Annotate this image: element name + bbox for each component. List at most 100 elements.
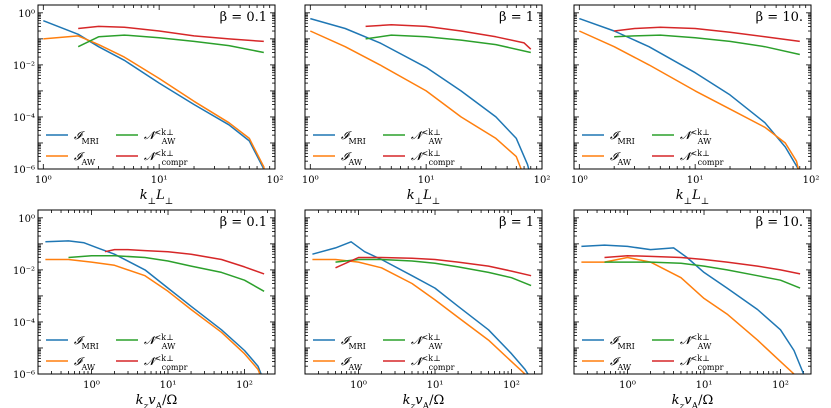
panel-title: β = 1 xyxy=(499,10,534,25)
series-line xyxy=(335,256,532,277)
series-line xyxy=(78,25,264,43)
chart-panel-bottom-middle: 10⁰ 10¹ 10² β = 1 kzvA/Ω 𝓘MRI 𝓘AW 𝓝<k⊥ AW 𝓝<k⊥ com… xyxy=(304,209,543,408)
axes-frame xyxy=(37,209,276,375)
x-tick-label: 10¹ xyxy=(696,380,713,391)
legend-entry: 𝓘MRI xyxy=(74,334,99,351)
legend-entry: 𝓝<k⊥ AW xyxy=(144,128,176,146)
legend-entry: 𝓝<k⊥ AW xyxy=(411,128,443,146)
legend-entry: 𝓘MRI xyxy=(341,334,366,351)
legend-entry: 𝓝<k⊥ compr xyxy=(144,354,188,372)
x-tick-label: 10⁰ xyxy=(83,380,100,391)
legend-entry: 𝓘AW xyxy=(74,150,96,167)
legend-entry: 𝓝<k⊥ AW xyxy=(680,128,712,146)
series-line xyxy=(312,241,529,374)
series-line xyxy=(614,34,800,56)
series-line xyxy=(614,26,800,43)
x-tick-label: 10¹ xyxy=(418,175,435,186)
series-line xyxy=(77,34,264,54)
x-tick-label: 10² xyxy=(267,175,284,186)
chart-panel-top-right: 10⁰ 10¹ 10² β = 10. k⊥L⊥ 𝓘MRI 𝓘AW 𝓝<k⊥ AW 𝓝<k⊥ com… xyxy=(571,4,820,207)
x-tick-label: 10² xyxy=(803,175,820,186)
legend: 𝓘MRI 𝓘AW 𝓝<k⊥ AW 𝓝<k⊥ compr xyxy=(313,128,455,167)
axes-frame xyxy=(573,209,812,375)
series-line xyxy=(45,258,261,374)
x-tick-label: 10¹ xyxy=(687,175,704,186)
series-line xyxy=(68,254,265,292)
axes-frame xyxy=(304,4,543,170)
x-axis-label: k⊥L⊥ xyxy=(676,188,709,207)
series-line xyxy=(309,30,522,169)
legend-entry: 𝓘MRI xyxy=(610,129,635,146)
series-line xyxy=(604,254,801,275)
axes-frame xyxy=(304,209,543,375)
legend-entry: 𝓘AW xyxy=(610,355,632,372)
series-line xyxy=(104,248,265,275)
legend-entry: 𝓘AW xyxy=(341,150,363,167)
axes-frame xyxy=(573,4,812,170)
y-tick-label: 10⁰ xyxy=(18,9,35,20)
x-tick-label: 10¹ xyxy=(160,380,177,391)
panel-title: β = 10. xyxy=(756,215,803,230)
x-tick-label: 10¹ xyxy=(151,175,168,186)
legend-entry: 𝓝<k⊥ AW xyxy=(411,333,443,351)
x-tick-label: 10² xyxy=(534,175,551,186)
legend-entry: 𝓘AW xyxy=(610,150,632,167)
legend-entry: 𝓝<k⊥ compr xyxy=(411,354,455,372)
x-axis-label: kzvA/Ω xyxy=(136,393,178,408)
x-tick-label: 10⁰ xyxy=(35,175,52,186)
legend-entry: 𝓘AW xyxy=(74,355,96,372)
y-tick-label: 10⁻² xyxy=(13,266,35,277)
legend-entry: 𝓘MRI xyxy=(341,129,366,146)
series-line xyxy=(365,23,532,50)
legend: 𝓘MRI 𝓘AW 𝓝<k⊥ AW 𝓝<k⊥ compr xyxy=(313,333,455,372)
x-axis-label: k⊥L⊥ xyxy=(140,188,173,207)
chart-panel-bottom-right: 10⁰ 10¹ 10² β = 10. kzvA/Ω 𝓘MRI 𝓘AW 𝓝<k⊥ AW 𝓝<k⊥ c… xyxy=(573,209,812,408)
y-tick-label: 10⁻⁴ xyxy=(13,113,35,124)
series-line xyxy=(45,240,262,374)
series-line xyxy=(578,30,800,169)
x-tick-label: 10⁰ xyxy=(350,380,367,391)
legend-entry: 𝓝<k⊥ AW xyxy=(144,333,176,351)
legend-entry: 𝓘MRI xyxy=(610,334,635,351)
panel-title: β = 0.1 xyxy=(220,10,267,25)
y-tick-label: 10⁻⁶ xyxy=(13,165,35,176)
legend-entry: 𝓝<k⊥ compr xyxy=(411,149,455,167)
x-axis-label: kzvA/Ω xyxy=(672,393,714,408)
panel-title: β = 0.1 xyxy=(220,215,267,230)
legend-entry: 𝓘AW xyxy=(341,355,363,372)
y-tick-label: 10⁻² xyxy=(13,61,35,72)
series-line xyxy=(310,17,530,169)
legend: 𝓘MRI 𝓘AW 𝓝<k⊥ AW 𝓝<k⊥ compr xyxy=(582,128,724,167)
legend-entry: 𝓝<k⊥ compr xyxy=(680,354,724,372)
x-tick-label: 10² xyxy=(503,380,520,391)
y-tick-label: 10⁰ xyxy=(18,214,35,225)
panel-title: β = 1 xyxy=(499,215,534,230)
legend-entry: 𝓘MRI xyxy=(74,129,99,146)
panel-title: β = 10. xyxy=(756,10,803,25)
x-tick-label: 10² xyxy=(772,380,789,391)
series-line xyxy=(365,34,531,54)
series-line xyxy=(43,35,265,169)
x-tick-label: 10² xyxy=(236,380,253,391)
x-tick-label: 10⁰ xyxy=(302,175,319,186)
x-axis-label: k⊥L⊥ xyxy=(407,188,440,207)
series-line xyxy=(581,256,795,374)
chart-panel-bottom-left: 10⁰ 10¹ 10² 10⁰ 10⁻² 10⁻⁴ 10⁻⁶ β = 0.1 kzvA/Ω 𝓘MR… xyxy=(13,209,276,408)
y-tick-label: 10⁻⁶ xyxy=(13,370,35,381)
x-tick-label: 10⁰ xyxy=(571,175,588,186)
legend: 𝓘MRI 𝓘AW 𝓝<k⊥ AW 𝓝<k⊥ compr xyxy=(46,333,188,372)
x-tick-label: 10¹ xyxy=(427,380,444,391)
series-line xyxy=(604,261,801,289)
x-tick-label: 10⁰ xyxy=(619,380,636,391)
legend-entry: 𝓝<k⊥ compr xyxy=(144,149,188,167)
legend-entry: 𝓝<k⊥ AW xyxy=(680,333,712,351)
x-axis-label: kzvA/Ω xyxy=(403,393,445,408)
legend: 𝓘MRI 𝓘AW 𝓝<k⊥ AW 𝓝<k⊥ compr xyxy=(46,128,188,167)
series-line xyxy=(335,258,532,287)
chart-panel-top-middle: 10⁰ 10¹ 10² β = 1 k⊥L⊥ 𝓘MRI 𝓘AW 𝓝<k⊥ AW 𝓝<k⊥ compr xyxy=(302,4,551,207)
axes-frame xyxy=(37,4,276,170)
legend-entry: 𝓝<k⊥ compr xyxy=(680,149,724,167)
legend: 𝓘MRI 𝓘AW 𝓝<k⊥ AW 𝓝<k⊥ compr xyxy=(582,333,724,372)
